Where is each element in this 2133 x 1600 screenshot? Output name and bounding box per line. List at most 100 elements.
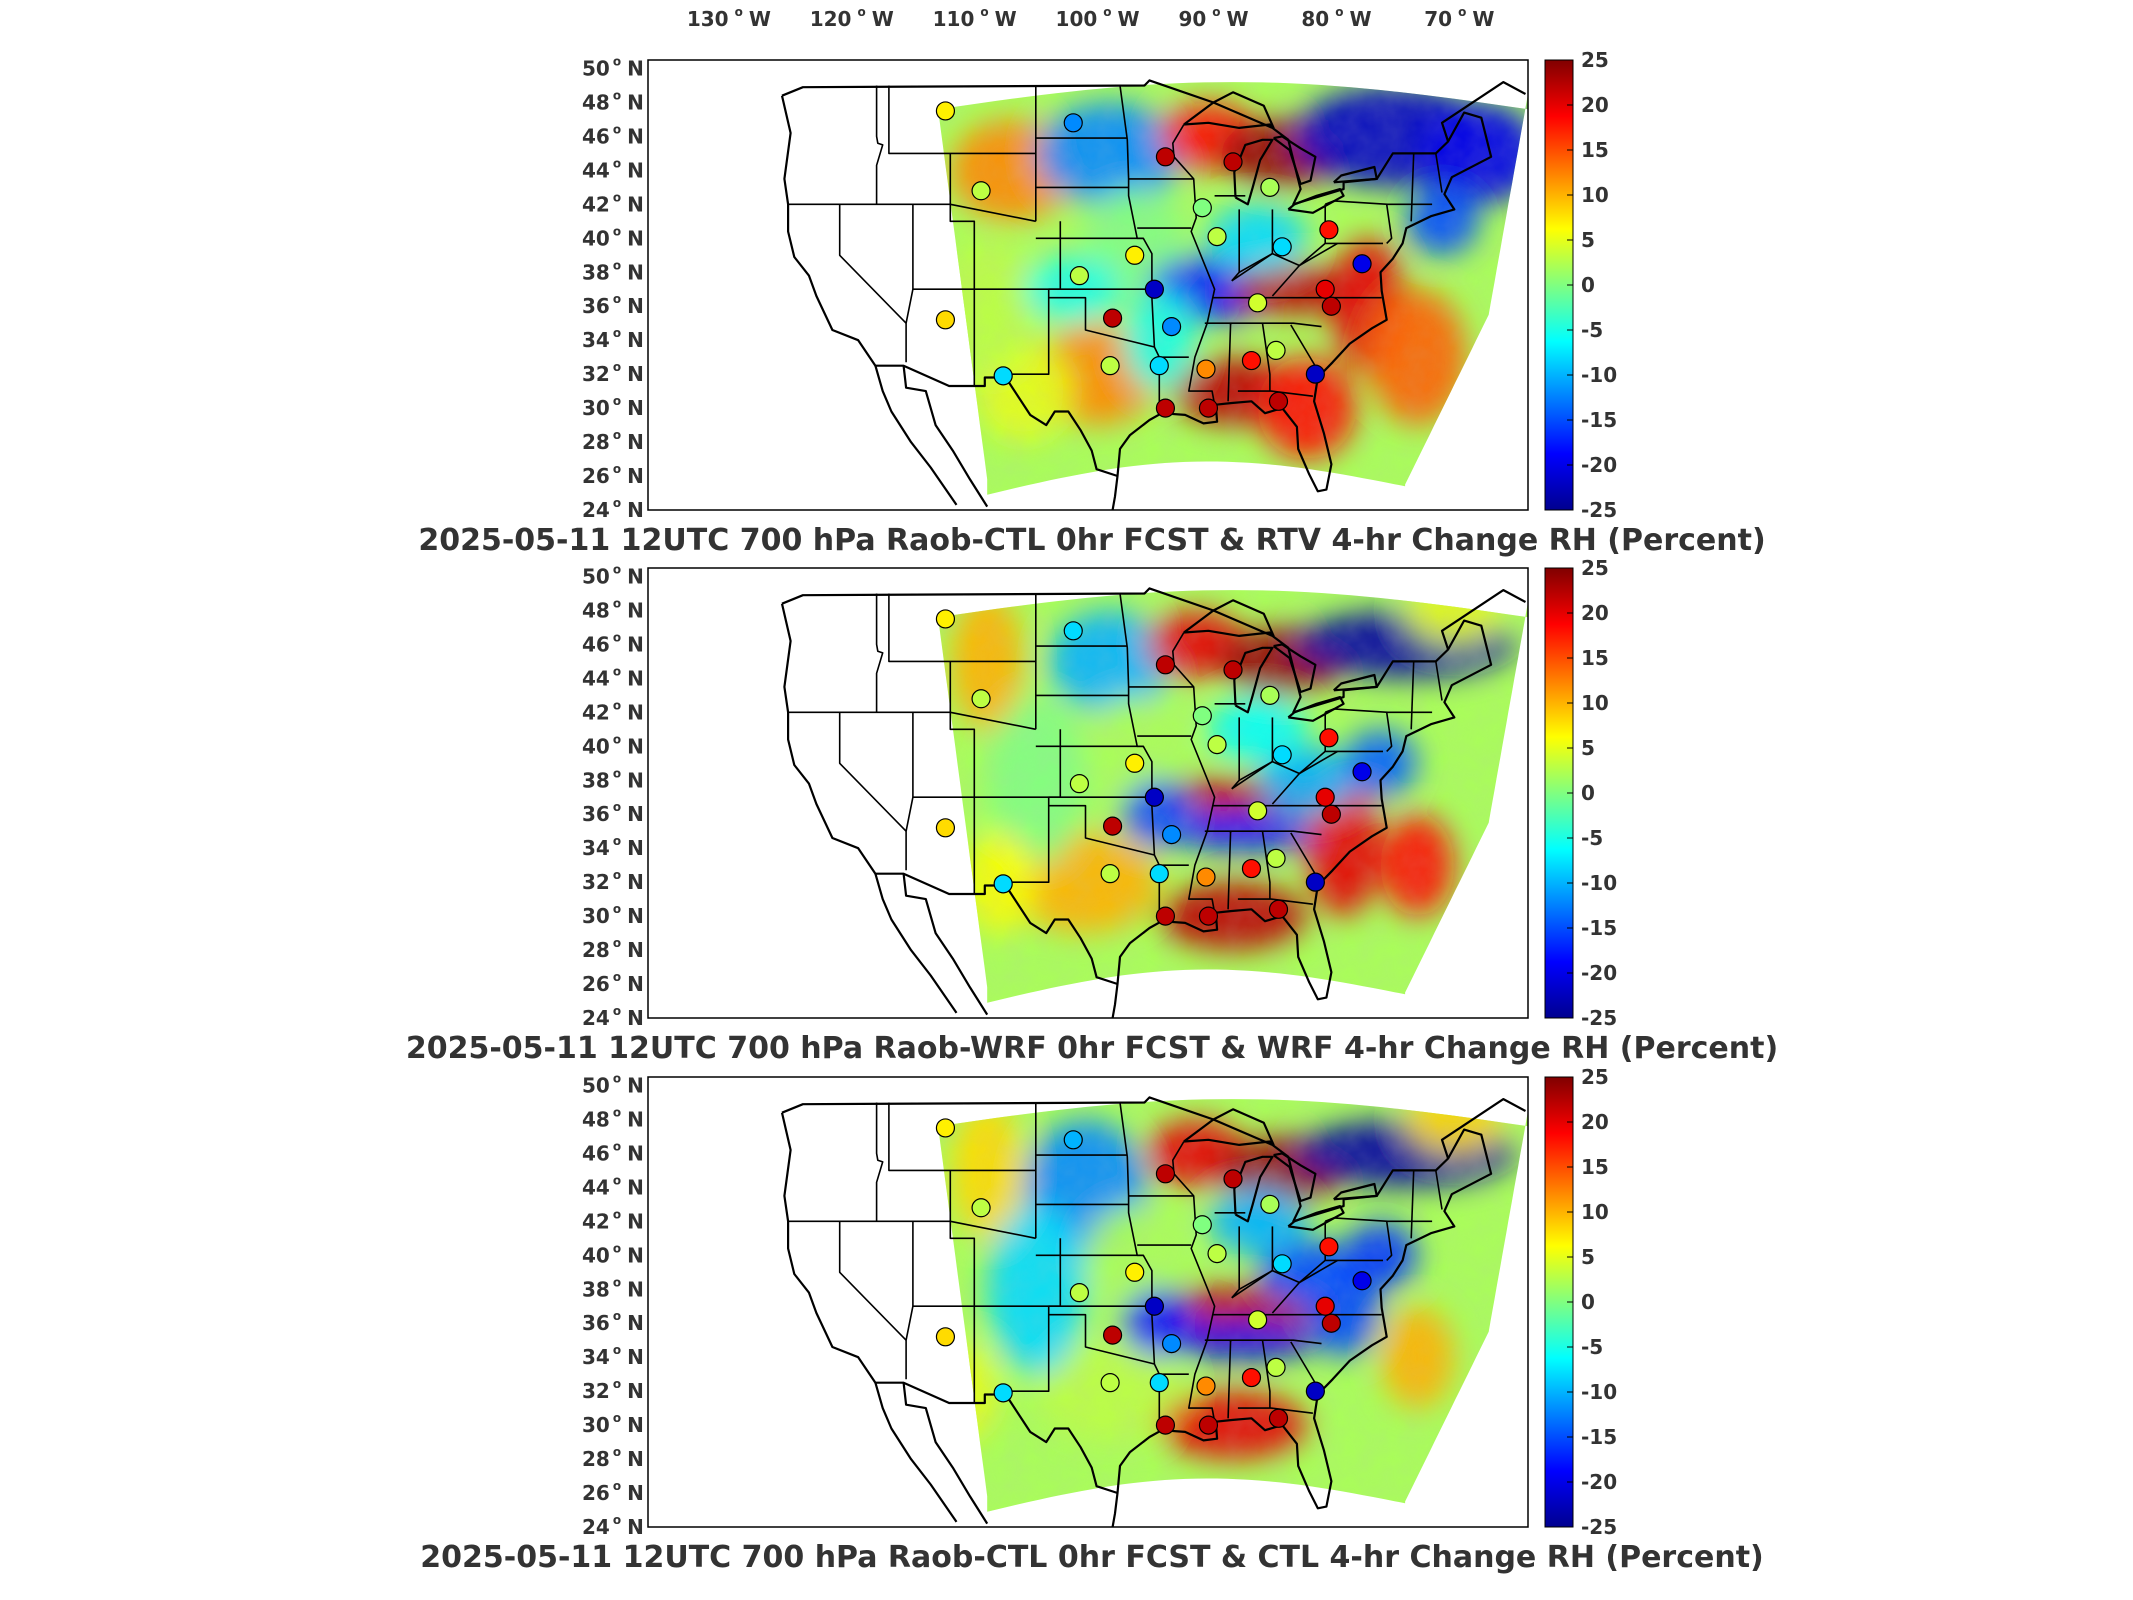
latitude-label: 30 o N bbox=[582, 1411, 644, 1437]
state-border bbox=[949, 153, 976, 290]
raob-stations bbox=[935, 609, 1372, 926]
raob-station-marker bbox=[1155, 147, 1176, 167]
latitude-label: 48 o N bbox=[582, 596, 644, 622]
raob-station-marker bbox=[1207, 227, 1227, 247]
latitude-label: 24 o N bbox=[582, 496, 644, 522]
lake-outline bbox=[1333, 1182, 1378, 1201]
raob-station-marker bbox=[1241, 350, 1262, 371]
raob-station-marker bbox=[1272, 237, 1292, 257]
raob-station-marker bbox=[1161, 317, 1182, 337]
latitude-label: 40 o N bbox=[582, 224, 644, 250]
latitude-label: 38 o N bbox=[582, 258, 644, 284]
raob-station-marker bbox=[1321, 1313, 1341, 1333]
colorbar-tick-label: 25 bbox=[1581, 1065, 1609, 1089]
lake-outline bbox=[1272, 135, 1317, 186]
longitude-label: 130 o W bbox=[687, 5, 771, 31]
latitude-label: 34 o N bbox=[582, 834, 644, 860]
coastline bbox=[780, 1096, 1493, 1510]
longitude-axis-labels: 130 o W 120 o W 110 o W 100 o W 90 o W 80 o W 70 o W bbox=[687, 5, 1495, 31]
raob-station-marker bbox=[1196, 359, 1216, 379]
state-border bbox=[1231, 209, 1241, 282]
raob-station-marker bbox=[1125, 1262, 1145, 1282]
raob-station-marker bbox=[1352, 762, 1372, 782]
colorbar-tick-label: -15 bbox=[1581, 1425, 1617, 1449]
raob-station-marker bbox=[1268, 899, 1289, 919]
state-border bbox=[949, 1170, 976, 1307]
state-border bbox=[1119, 85, 1161, 414]
latitude-label: 28 o N bbox=[582, 428, 644, 454]
raob-station-marker bbox=[1352, 254, 1372, 274]
latitude-label: 32 o N bbox=[582, 868, 644, 894]
raob-station-marker bbox=[1144, 279, 1164, 299]
state-border bbox=[1290, 324, 1320, 373]
colorbar-tick-label: 5 bbox=[1581, 736, 1595, 760]
raob-station-marker bbox=[1161, 1334, 1182, 1354]
colorbar: 25 20 15 10 5 0 -5 -10 -15 -20 -25 bbox=[1544, 1065, 1617, 1539]
state-border bbox=[905, 1221, 914, 1380]
raob-station-marker bbox=[1207, 1244, 1227, 1264]
latitude-axis-labels: 50 o N 48 o N 46 o N 44 o N 42 o N 40 o N 38 o N 36 o N 34 o N 32 o N… bbox=[582, 1071, 644, 1539]
state-border bbox=[1237, 898, 1313, 905]
latitude-label: 30 o N bbox=[582, 902, 644, 928]
panel-title: 2025-05-11 12UTC 700 hPa Raob-CTL 0hr FC… bbox=[418, 523, 1765, 558]
raob-station-marker bbox=[1069, 774, 1089, 794]
raob-station-marker bbox=[1305, 364, 1325, 384]
raob-station-marker bbox=[1196, 1376, 1216, 1396]
map-frame bbox=[647, 1076, 1529, 1528]
colorbar-tick-label: -15 bbox=[1581, 408, 1617, 432]
raob-station-marker bbox=[1198, 398, 1219, 418]
latitude-label: 32 o N bbox=[582, 360, 644, 386]
state-borders bbox=[788, 593, 1443, 922]
state-border bbox=[1231, 1269, 1273, 1299]
raob-station-marker bbox=[1125, 245, 1145, 265]
colorbar-tick-label: -10 bbox=[1581, 1380, 1617, 1404]
state-border bbox=[1261, 1340, 1271, 1409]
state-border bbox=[1385, 1221, 1393, 1261]
colorbar-tick-label: 15 bbox=[1581, 646, 1609, 670]
coastline bbox=[1111, 983, 1119, 1019]
latitude-label: 24 o N bbox=[582, 1513, 644, 1539]
raob-station-marker bbox=[1161, 825, 1182, 845]
state-border bbox=[949, 661, 976, 798]
latitude-label: 38 o N bbox=[582, 1275, 644, 1301]
raob-station-marker bbox=[1102, 816, 1123, 836]
map-borders bbox=[780, 587, 1527, 1019]
state-border bbox=[1410, 1170, 1415, 1239]
latitude-label: 38 o N bbox=[582, 766, 644, 792]
coastline bbox=[1440, 589, 1527, 650]
latitude-label: 42 o N bbox=[582, 698, 644, 724]
state-border bbox=[1385, 712, 1393, 752]
colorbar-tick-label: -5 bbox=[1581, 1335, 1603, 1359]
raob-station-marker bbox=[1198, 1415, 1219, 1435]
raob-station-marker bbox=[993, 1383, 1013, 1403]
latitude-label: 46 o N bbox=[582, 630, 644, 656]
colorbar-tick-label: 0 bbox=[1581, 273, 1595, 297]
raob-station-marker bbox=[1268, 1408, 1289, 1428]
state-border bbox=[1410, 153, 1415, 222]
map-frame bbox=[647, 567, 1529, 1019]
raob-station-marker bbox=[1321, 804, 1341, 824]
state-border bbox=[1435, 1170, 1443, 1210]
lake-outline bbox=[1183, 91, 1275, 130]
state-border bbox=[1231, 252, 1273, 282]
colorbar-tick-label: -20 bbox=[1581, 961, 1617, 985]
raob-stations bbox=[935, 101, 1372, 418]
coastline bbox=[1111, 1492, 1119, 1528]
raob-stations bbox=[935, 1118, 1372, 1435]
lake-outline bbox=[1272, 643, 1317, 694]
latitude-label: 32 o N bbox=[582, 1377, 644, 1403]
latitude-label: 48 o N bbox=[582, 88, 644, 114]
colorbar-tick-label: 15 bbox=[1581, 138, 1609, 162]
state-border bbox=[1119, 593, 1161, 922]
panel-title: 2025-05-11 12UTC 700 hPa Raob-CTL 0hr FC… bbox=[420, 1540, 1763, 1575]
raob-station-marker bbox=[1063, 113, 1083, 133]
raob-station-marker bbox=[1266, 1357, 1286, 1377]
raob-station-marker bbox=[1223, 1169, 1243, 1189]
coastline bbox=[874, 873, 958, 1014]
state-border bbox=[1204, 830, 1322, 836]
raob-station-marker bbox=[1315, 279, 1335, 299]
colorbar-tick-label: -5 bbox=[1581, 826, 1603, 850]
coastline bbox=[780, 79, 1493, 493]
raob-station-marker bbox=[971, 181, 991, 201]
